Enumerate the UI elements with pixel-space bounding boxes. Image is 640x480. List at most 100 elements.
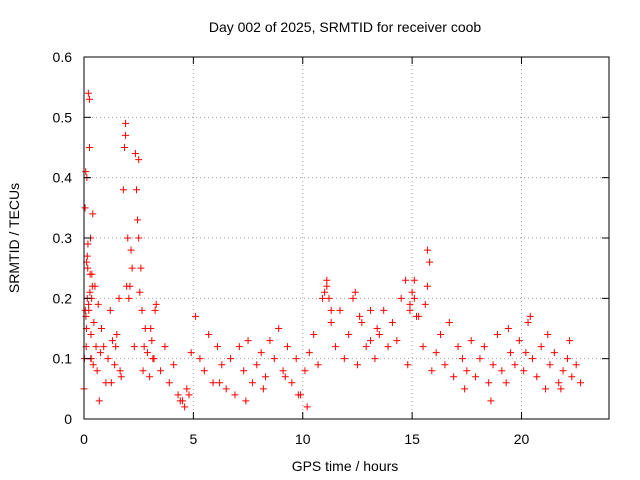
data-point <box>358 318 366 326</box>
data-point <box>367 306 375 314</box>
data-point <box>248 379 256 387</box>
data-point <box>240 367 248 375</box>
data-point <box>88 270 96 278</box>
data-point <box>408 288 416 296</box>
data-point <box>426 258 434 266</box>
data-point <box>115 294 123 302</box>
data-point <box>119 186 127 194</box>
data-point <box>137 264 145 272</box>
data-point <box>112 343 120 351</box>
data-point <box>117 373 125 381</box>
data-point <box>161 343 169 351</box>
data-point <box>94 300 102 308</box>
data-point <box>325 294 333 302</box>
data-point <box>349 294 357 302</box>
data-point <box>181 403 189 411</box>
data-point <box>493 331 501 339</box>
data-point <box>85 300 93 308</box>
data-point <box>520 367 528 375</box>
data-point <box>185 391 193 399</box>
data-point <box>480 343 488 351</box>
y-tick-label: 0.4 <box>53 170 73 186</box>
data-point <box>125 294 133 302</box>
data-point <box>192 312 200 320</box>
data-point <box>170 361 178 369</box>
data-point <box>83 252 91 260</box>
y-tick-label: 0.6 <box>53 49 73 65</box>
data-point <box>149 355 157 363</box>
y-tick-label: 0.1 <box>53 351 73 367</box>
data-point <box>410 294 418 302</box>
data-point <box>140 343 148 351</box>
data-point <box>406 300 414 308</box>
data-point <box>133 186 140 194</box>
data-point <box>461 385 469 393</box>
data-point <box>128 264 136 272</box>
grid-layer <box>84 57 609 419</box>
data-point <box>235 343 243 351</box>
data-point <box>410 276 418 284</box>
data-point <box>413 312 420 320</box>
x-tick-label: 5 <box>189 431 197 447</box>
data-point <box>85 144 93 151</box>
data-point <box>106 306 114 314</box>
data-point <box>502 379 510 387</box>
data-point <box>187 349 195 357</box>
data-point <box>351 288 359 296</box>
ticks-layer: 0 0.1 0.2 0.3 0.4 0.5 0.6 0 5 10 15 20 <box>53 49 609 447</box>
data-point <box>96 349 104 357</box>
data-point <box>266 337 274 345</box>
data-point <box>572 361 580 369</box>
data-point <box>165 379 173 387</box>
data-point <box>423 246 431 254</box>
data-point <box>213 343 221 351</box>
data-point <box>131 150 139 158</box>
data-point <box>421 300 429 308</box>
data-point <box>498 367 506 375</box>
data-point <box>367 337 375 345</box>
data-point <box>124 234 132 242</box>
data-point <box>288 379 296 387</box>
data-point <box>321 288 329 296</box>
data-point <box>146 373 154 381</box>
data-point <box>231 391 239 399</box>
data-point <box>550 349 558 357</box>
data-point <box>533 373 541 381</box>
data-point <box>526 312 534 320</box>
data-point <box>428 367 436 375</box>
data-point <box>130 343 138 351</box>
data-point <box>152 300 160 308</box>
data-point <box>467 337 475 345</box>
y-axis-title: SRMTID / TECUs <box>6 183 22 293</box>
data-point <box>445 318 453 326</box>
data-point <box>511 361 519 369</box>
data-point <box>143 349 151 357</box>
y-tick-label: 0.3 <box>53 230 73 246</box>
data-point <box>388 318 396 326</box>
data-point <box>507 349 515 357</box>
data-point <box>476 355 484 363</box>
data-point <box>303 403 311 411</box>
data-point <box>270 355 278 363</box>
data-point <box>292 355 300 363</box>
data-point <box>138 306 146 314</box>
data-point <box>528 355 536 363</box>
data-point <box>397 294 405 302</box>
data-point <box>281 373 289 381</box>
data-point <box>174 391 182 399</box>
data-point <box>522 349 530 357</box>
data-point <box>275 325 283 332</box>
data-point <box>362 343 370 351</box>
chart-title: Day 002 of 2025, SRMTID for receiver coo… <box>209 19 482 35</box>
data-point <box>537 343 545 351</box>
data-point <box>87 331 95 339</box>
data-point <box>384 343 392 351</box>
data-point <box>323 276 331 284</box>
data-point <box>279 367 287 375</box>
data-point <box>318 294 326 302</box>
data-point <box>92 343 100 351</box>
data-point <box>450 373 458 381</box>
data-point <box>123 282 131 290</box>
data-point <box>323 282 331 290</box>
